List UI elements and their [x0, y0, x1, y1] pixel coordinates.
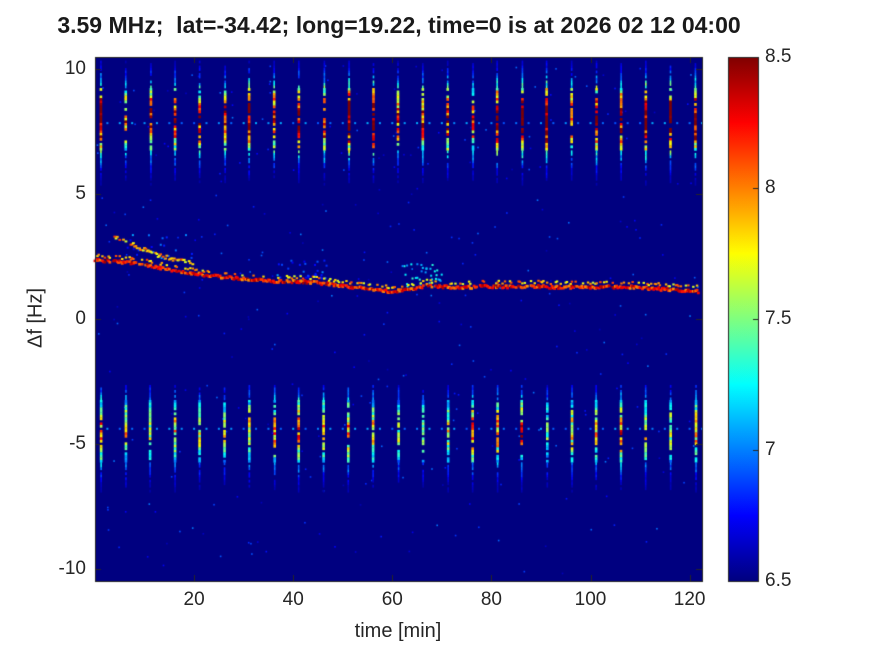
y-axis-label: Δf [Hz] [24, 287, 47, 349]
x-tick-label: 120 [673, 589, 706, 610]
x-tick-label: 100 [574, 589, 607, 610]
y-tick-label: 10 [64, 58, 86, 80]
colorbar-tick-label: 7 [765, 439, 776, 460]
colorbar-tick-label: 6.5 [765, 570, 792, 591]
colorbar-tick-label: 8.5 [765, 46, 792, 67]
y-tick-label: 0 [75, 308, 86, 329]
chart-title: 3.59 MHz; lat=-34.42; long=19.22, time=0… [57, 12, 741, 38]
x-tick-label: 20 [183, 589, 205, 610]
y-tick-label: -10 [58, 557, 86, 579]
colorbar-tick-label: 8 [765, 177, 776, 198]
x-tick-label: 60 [381, 589, 403, 610]
x-tick-label: 40 [282, 589, 304, 610]
x-axis-label: time [min] [354, 620, 442, 642]
colorbar-tick-label: 7.5 [765, 308, 792, 329]
y-tick-label: -5 [69, 432, 86, 454]
y-tick-label: 5 [75, 183, 86, 205]
x-tick-label: 80 [480, 589, 502, 610]
